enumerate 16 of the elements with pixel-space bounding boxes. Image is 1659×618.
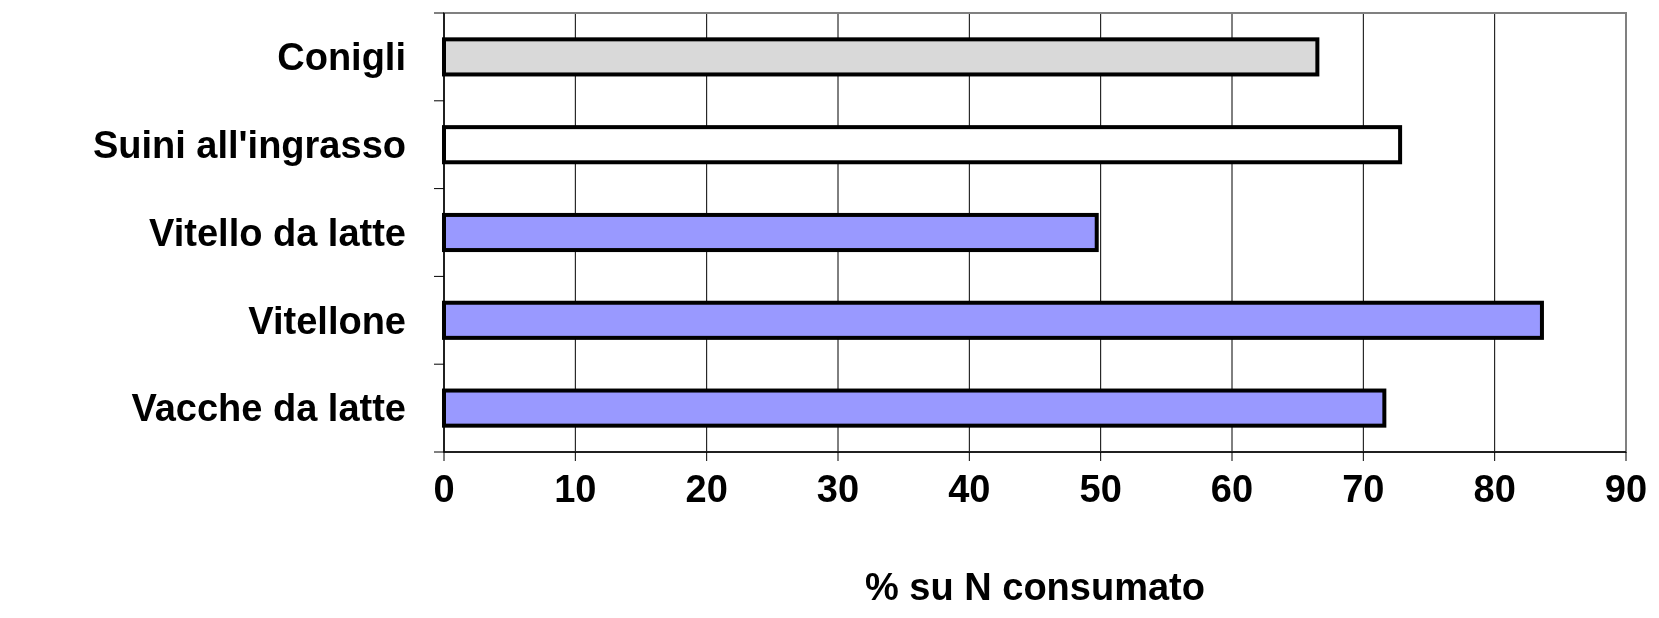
y-tick-label: Vitellone <box>248 299 406 342</box>
y-tick-label: Conigli <box>277 36 406 79</box>
x-tick-label: 30 <box>816 468 860 510</box>
x-tick-label: 80 <box>1473 468 1516 510</box>
x-tick-label: 20 <box>685 468 728 510</box>
x-tick-label: 10 <box>554 468 597 510</box>
x-tick-label: 40 <box>948 468 991 510</box>
x-tick-label: 90 <box>1604 468 1648 510</box>
y-tick-label: Vitello da latte <box>149 211 406 254</box>
x-tick-label: 70 <box>1342 468 1385 510</box>
x-tick-label: 0 <box>433 468 455 510</box>
x-axis-title: % su N consumato <box>865 566 1205 608</box>
x-tick-label: 50 <box>1079 468 1122 510</box>
x-tick-label: 60 <box>1210 468 1254 510</box>
y-tick-label: Suini all'ingrasso <box>92 124 406 166</box>
y-tick-label: Vacche da latte <box>131 387 406 430</box>
